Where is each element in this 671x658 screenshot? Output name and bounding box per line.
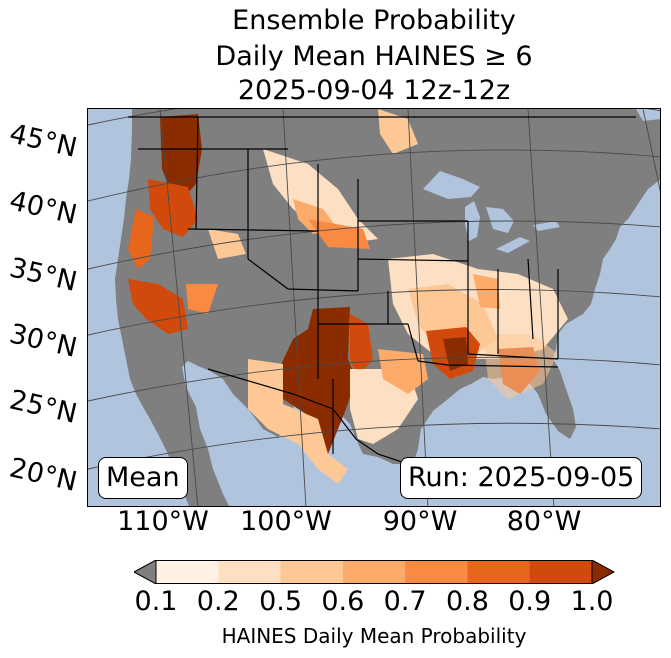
colorbar-cell-5 <box>467 560 531 584</box>
lake-ontario <box>533 221 560 231</box>
lat-label-30: 30°N <box>6 318 80 364</box>
lon-label-90: 90°W <box>382 506 458 537</box>
stat-badge: Mean <box>98 457 188 499</box>
graticule <box>88 109 660 506</box>
lat-label-40: 40°N <box>6 185 80 231</box>
map-svg <box>88 109 660 506</box>
lon-label-110: 110°W <box>117 506 209 537</box>
lake-huron <box>486 207 514 233</box>
lon-label-80: 80°W <box>506 506 582 537</box>
probability-field <box>128 109 568 484</box>
map-panel <box>87 108 661 507</box>
lake-superior <box>423 171 480 199</box>
colorbar-tick-7: 1.0 <box>570 586 614 617</box>
lat-label-25: 25°N <box>6 384 80 430</box>
title-line-1: Ensemble Probability <box>232 5 516 36</box>
lat-label-20: 20°N <box>6 452 80 498</box>
colorbar-tick-6: 0.9 <box>508 586 552 617</box>
colorbar-cell-0 <box>156 560 219 584</box>
colorbar-tick-3: 0.6 <box>321 586 365 617</box>
colorbar-cell-2 <box>280 560 344 584</box>
run-date-badge: Run: 2025-09-05 <box>400 457 643 499</box>
colorbar-over-arrow <box>591 560 616 584</box>
colorbar-cell-1 <box>218 560 282 584</box>
colorbar-under-arrow <box>134 560 157 584</box>
colorbar-tick-1: 0.2 <box>196 586 240 617</box>
title-line-3: 2025-09-04 12z-12z <box>237 75 511 106</box>
lake-erie <box>496 237 530 253</box>
lat-label-45: 45°N <box>6 118 80 164</box>
colorbar-tick-0: 0.1 <box>134 586 178 617</box>
colorbar-cell-3 <box>342 560 406 584</box>
colorbar-tick-2: 0.5 <box>259 586 303 617</box>
lon-label-100: 100°W <box>240 506 332 537</box>
lat-label-35: 35°N <box>6 252 80 298</box>
borders <box>128 116 636 465</box>
colorbar <box>134 560 616 584</box>
colorbar-tick-5: 0.8 <box>445 586 489 617</box>
title-line-2: Daily Mean HAINES ≥ 6 <box>215 41 533 72</box>
colorbar-cell-6 <box>529 560 593 584</box>
colorbar-label: HAINES Daily Mean Probability <box>221 624 527 648</box>
colorbar-tick-4: 0.7 <box>383 586 427 617</box>
colorbar-cell-4 <box>405 560 468 584</box>
